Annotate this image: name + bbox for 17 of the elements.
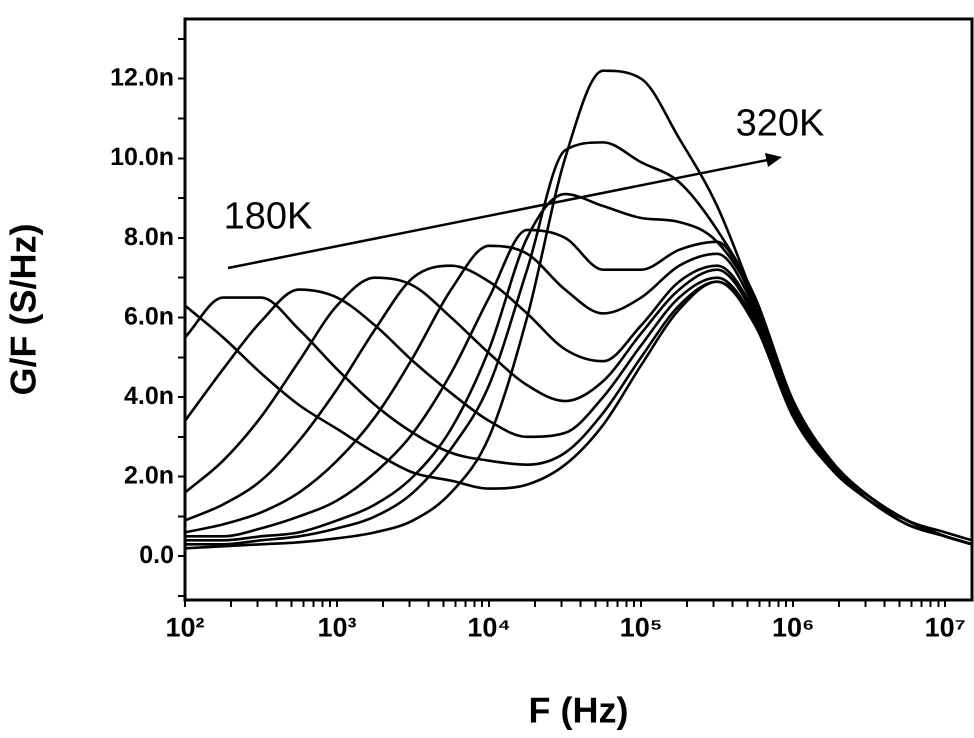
annotation: 180K [224,195,312,238]
x-axis-title: F (Hz) [528,689,628,730]
y-tick-label: 0.0 [139,541,174,570]
y-tick-label: 10.0n [110,143,174,172]
annotation: 320K [736,102,824,144]
y-tick-label: 4.0n [124,382,174,410]
y-axis-title: G/F (S/Hz) [2,224,44,396]
x-tick-label: 10⁵ [620,612,662,643]
y-tick-label: 8.0n [124,222,174,251]
x-tick-label: 10⁶ [772,612,814,643]
y-tick-label: 6.0n [124,302,174,330]
x-tick-label: 10² [165,612,205,643]
x-tick-label: 10⁴ [467,612,511,643]
x-tick-label: 10⁷ [924,612,966,643]
x-tick-label: 10³ [318,612,357,643]
y-tick-label: 12.0n [110,64,174,92]
y-tick-label: 2.0n [124,462,174,490]
